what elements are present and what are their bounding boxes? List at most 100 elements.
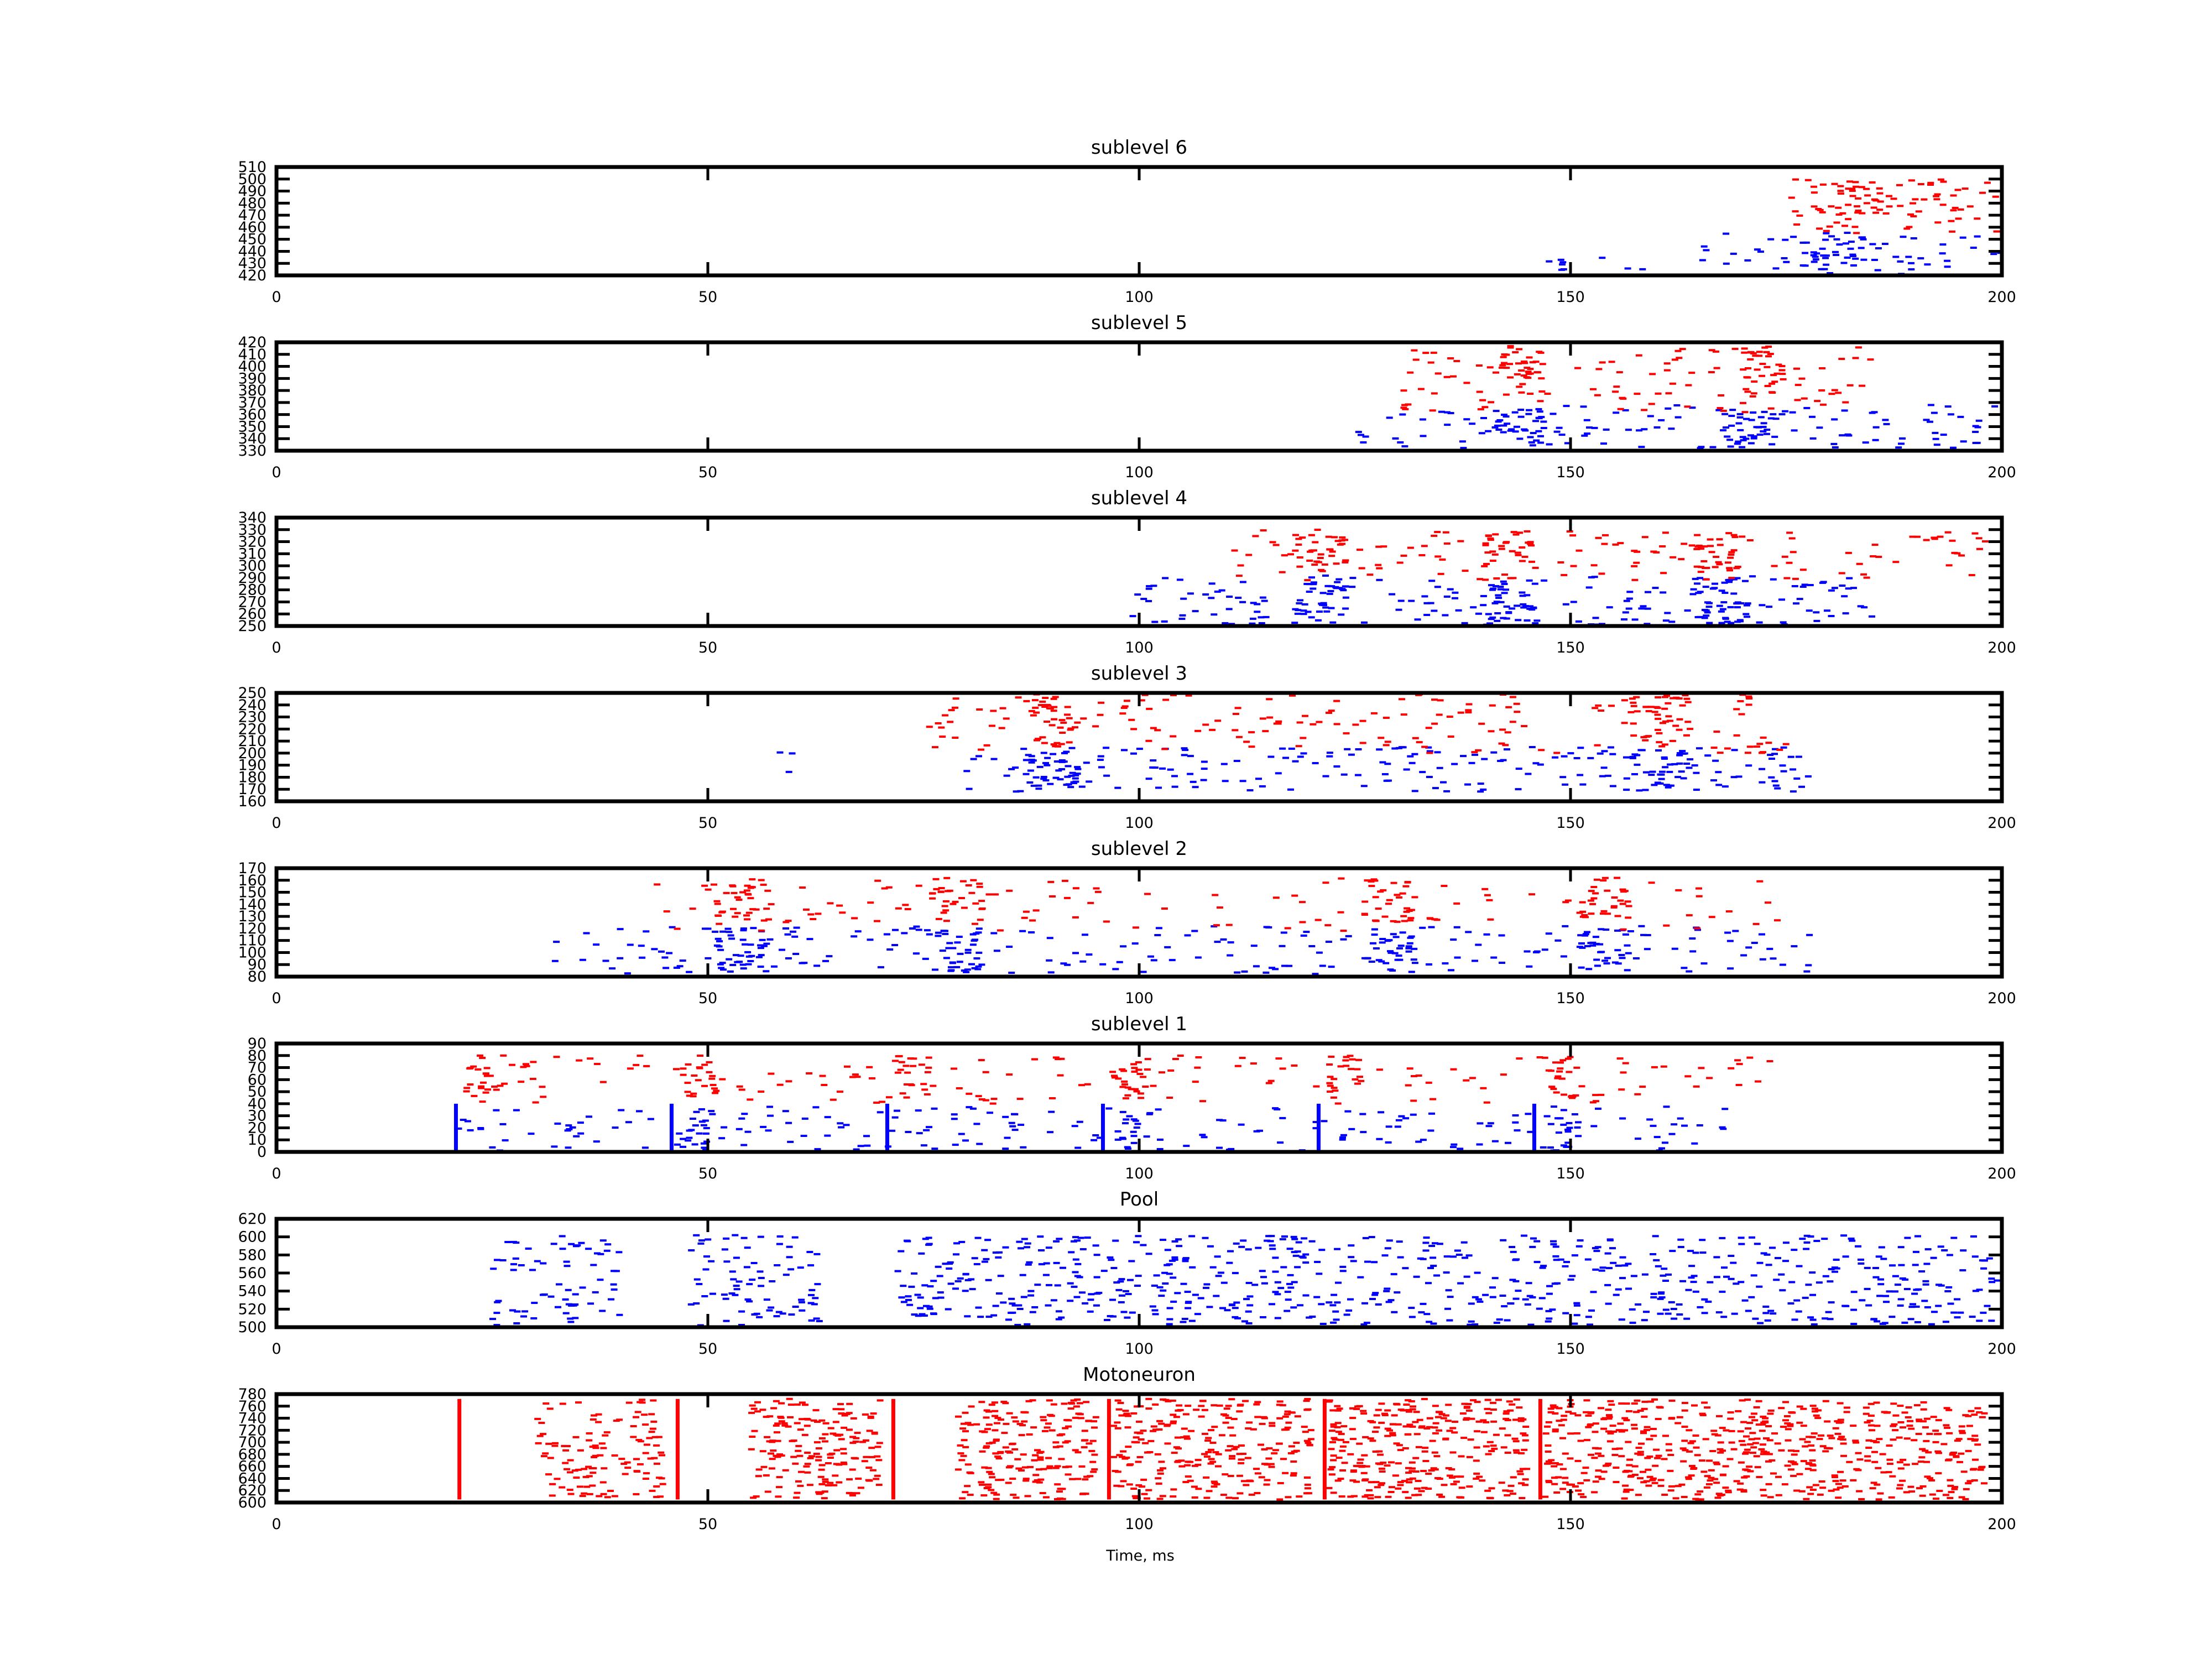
spike-mark xyxy=(906,1303,914,1306)
spike-mark xyxy=(1726,940,1734,942)
spike-mark xyxy=(1590,388,1597,390)
x-tick-label: 200 xyxy=(1987,464,2016,481)
spike-mark xyxy=(1629,755,1636,758)
spike-mark xyxy=(1426,750,1433,753)
spike-mark xyxy=(642,1452,649,1454)
spike-mark xyxy=(1921,198,1928,201)
spike-mark xyxy=(1032,776,1040,779)
y-tick-label: 90 xyxy=(248,956,267,973)
spike-mark xyxy=(705,1238,712,1241)
spike-mark xyxy=(1476,390,1483,393)
spike-mark xyxy=(1094,1292,1101,1295)
spike-mark xyxy=(1119,1110,1126,1113)
spike-mark xyxy=(1856,1458,1864,1461)
spike-mark xyxy=(1328,1448,1335,1451)
spike-mark xyxy=(1233,1242,1240,1245)
spike-mark xyxy=(986,1470,993,1473)
y-tick-label: 540 xyxy=(238,1283,267,1300)
spike-mark xyxy=(1213,1295,1220,1297)
spike-mark xyxy=(1955,1438,1963,1441)
spike-mark xyxy=(1881,243,1888,245)
spike-mark xyxy=(1553,1282,1561,1285)
spike-mark xyxy=(1844,256,1851,259)
spike-mark xyxy=(1770,374,1777,377)
spike-mark xyxy=(1516,531,1524,534)
spike-mark xyxy=(1246,1295,1254,1298)
spike-mark xyxy=(784,933,791,936)
spike-mark xyxy=(851,1457,858,1459)
spike-mark xyxy=(1513,425,1520,428)
spike-mark xyxy=(1150,1084,1157,1087)
spike-mark xyxy=(1740,401,1746,404)
spike-mark xyxy=(1738,1281,1745,1284)
spike-mark xyxy=(964,1485,971,1488)
spike-mark xyxy=(913,925,920,928)
spike-mark xyxy=(1446,1319,1453,1322)
spike-mark xyxy=(1710,747,1718,749)
spike-mark xyxy=(1337,1478,1344,1480)
spike-mark xyxy=(1664,612,1671,614)
spike-mark xyxy=(832,1421,839,1423)
spike-mark xyxy=(905,1295,912,1298)
spike-mark xyxy=(1619,957,1626,959)
spike-mark xyxy=(1027,769,1034,772)
spike-mark xyxy=(1304,1397,1311,1400)
spike-mark xyxy=(1972,425,1979,427)
spike-mark xyxy=(1215,1453,1222,1455)
spike-mark xyxy=(1850,1323,1858,1326)
spike-mark xyxy=(967,1494,974,1496)
spike-mark xyxy=(1882,1295,1890,1297)
spike-mark xyxy=(510,1269,517,1271)
spike-mark xyxy=(1314,1261,1321,1263)
spike-mark xyxy=(1443,1255,1451,1258)
spike-mark xyxy=(1670,697,1677,700)
spike-mark xyxy=(1434,555,1442,558)
spike-mark xyxy=(1030,784,1037,787)
spike-mark xyxy=(1134,1405,1140,1408)
spike-mark xyxy=(1504,748,1510,751)
spike-mark xyxy=(712,1092,719,1094)
spike-mark xyxy=(1538,1297,1546,1300)
spike-mark xyxy=(1578,1085,1585,1088)
spike-mark xyxy=(1200,779,1207,781)
spike-mark xyxy=(951,1118,958,1120)
spike-mark xyxy=(1668,1133,1676,1135)
spike-mark xyxy=(1403,768,1410,771)
spike-mark xyxy=(1639,1086,1646,1088)
spike-mark xyxy=(1457,1475,1464,1478)
spike-mark xyxy=(782,1274,790,1276)
spike-mark xyxy=(1819,247,1826,250)
spike-mark xyxy=(1454,1249,1461,1252)
spike-mark xyxy=(1082,1439,1089,1442)
spike-mark xyxy=(1379,1482,1385,1485)
spike-mark xyxy=(651,1436,659,1438)
spike-mark xyxy=(716,940,723,943)
spike-mark xyxy=(627,943,634,946)
spike-mark xyxy=(1746,539,1754,541)
spike-mark xyxy=(1533,439,1540,442)
spike-mark xyxy=(1436,766,1443,769)
spike-mark xyxy=(1764,366,1771,368)
spike-mark xyxy=(1123,1412,1130,1415)
spike-mark xyxy=(647,1457,654,1460)
spike-mark xyxy=(1320,602,1327,604)
spike-mark xyxy=(1044,721,1050,723)
spike-mark xyxy=(1833,238,1840,241)
spike-mark xyxy=(926,933,933,936)
spike-mark xyxy=(1449,1427,1457,1430)
spike-mark xyxy=(774,1431,780,1434)
spike-mark xyxy=(1408,761,1416,764)
spike-mark xyxy=(1639,749,1646,752)
spike-mark xyxy=(1498,547,1505,550)
spike-mark xyxy=(973,1123,980,1125)
spike-mark xyxy=(1376,578,1383,581)
spike-mark xyxy=(975,755,982,758)
spike-mark xyxy=(1679,704,1686,707)
spike-mark xyxy=(1406,1423,1413,1426)
spike-mark xyxy=(1285,1496,1292,1499)
spike-mark xyxy=(1768,443,1776,446)
spike-mark xyxy=(1109,1298,1116,1301)
spike-mark xyxy=(1694,928,1701,931)
spike-mark xyxy=(925,1066,932,1069)
spike-mark xyxy=(921,1284,928,1287)
